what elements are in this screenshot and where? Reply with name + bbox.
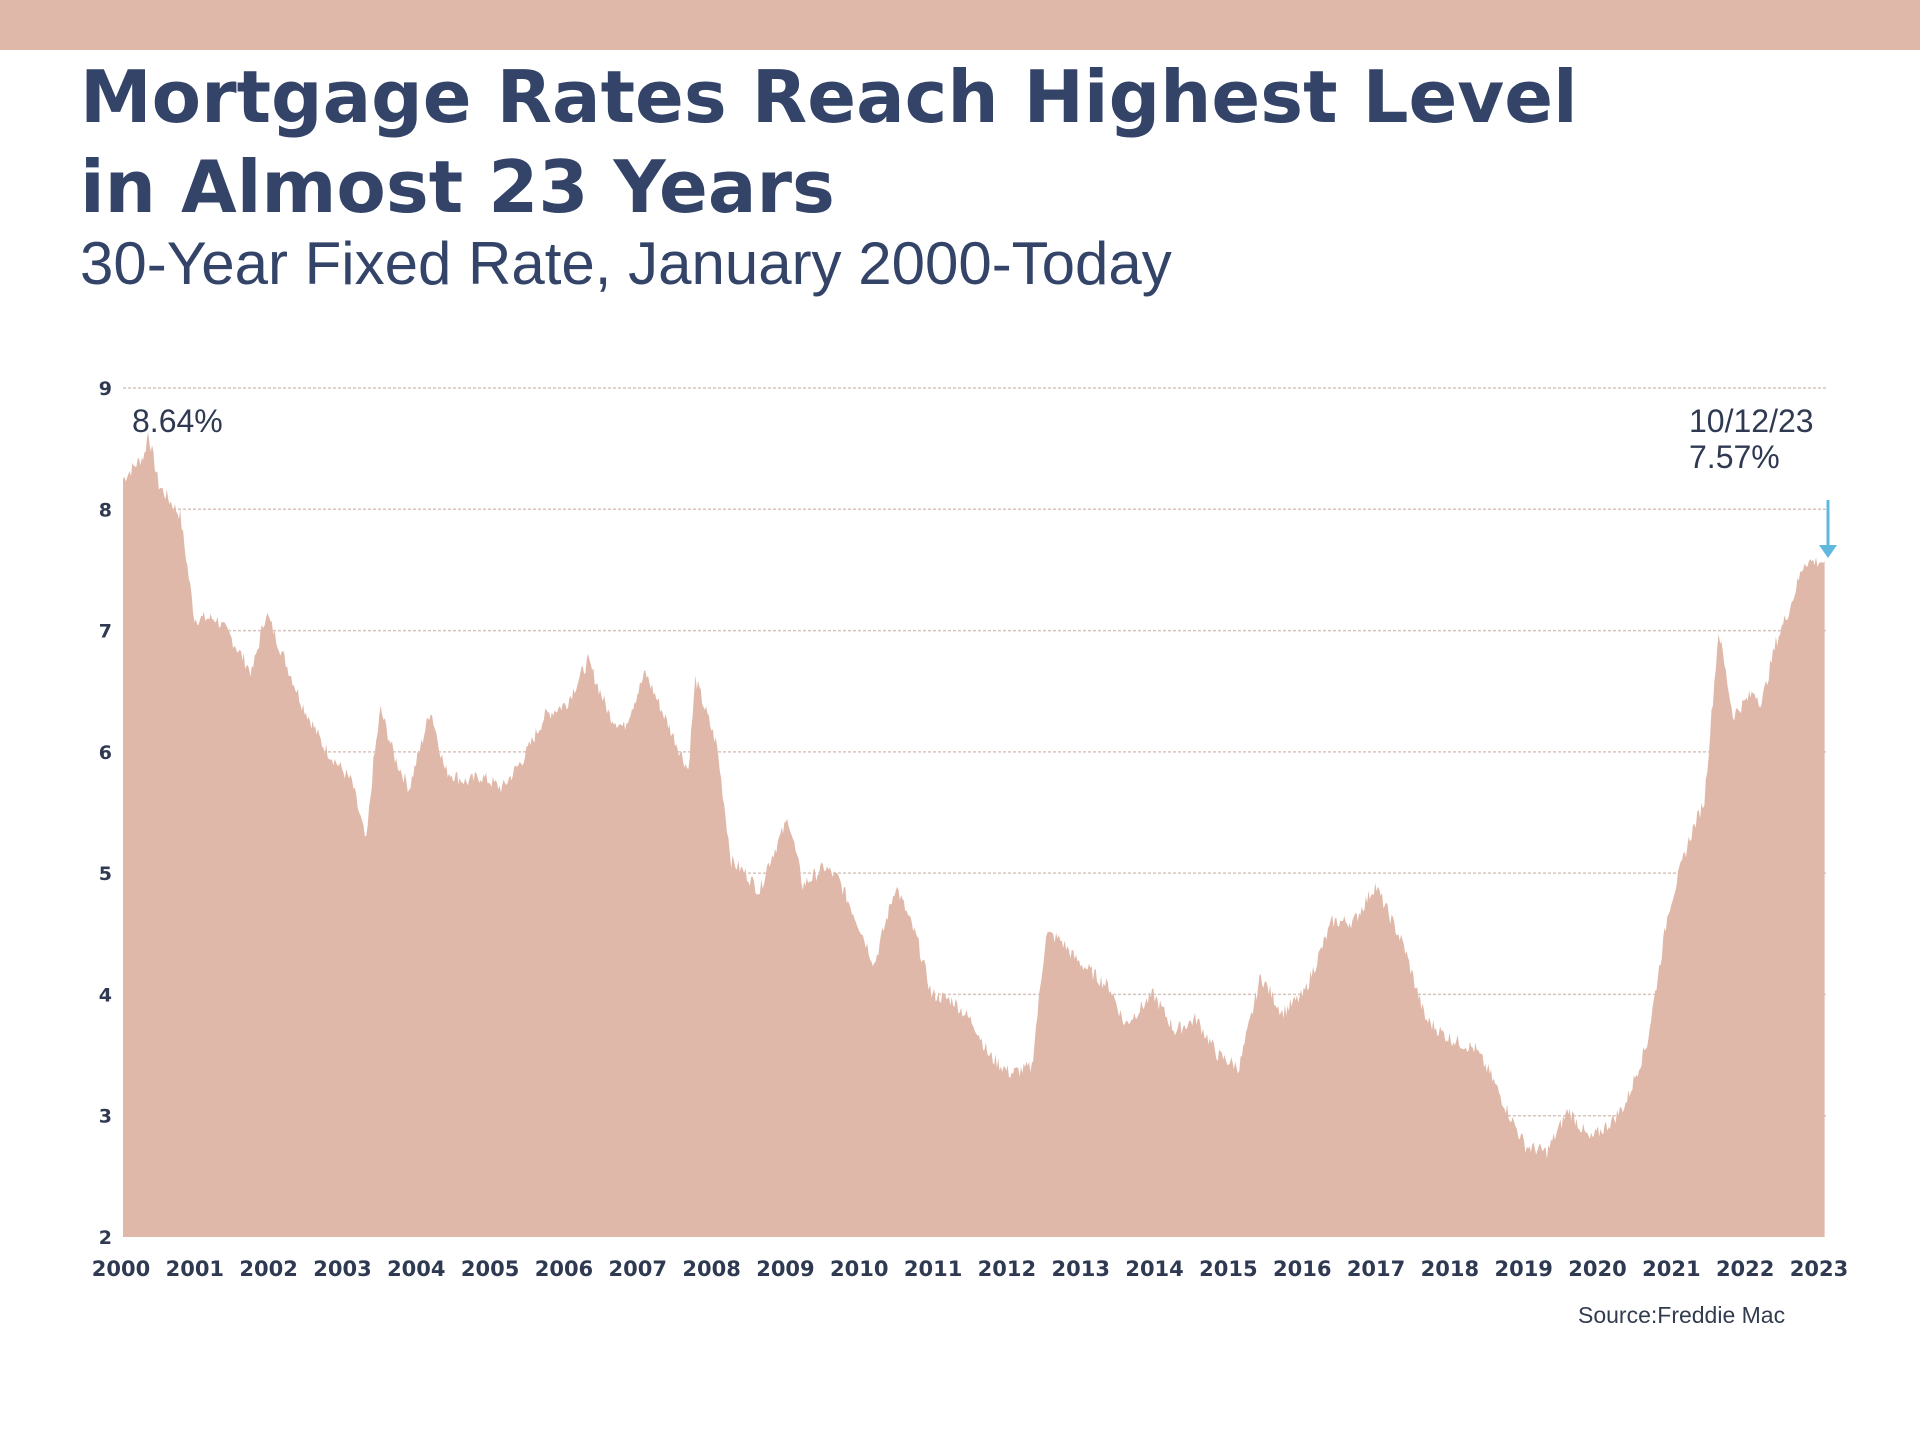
x-tick-label: 2023 <box>1790 1257 1848 1281</box>
x-tick-label: 2009 <box>756 1257 814 1281</box>
x-tick-label: 2004 <box>387 1257 445 1281</box>
y-tick-label: 7 <box>99 621 112 643</box>
x-tick-label: 2002 <box>239 1257 297 1281</box>
chart-title: Mortgage Rates Reach Highest Level in Al… <box>80 52 1840 232</box>
x-tick-label: 2014 <box>1125 1257 1183 1281</box>
source-note: Source:Freddie Mac <box>1578 1302 1786 1328</box>
y-tick-label: 2 <box>99 1227 112 1249</box>
y-tick-label: 6 <box>99 742 112 764</box>
x-tick-label: 2007 <box>609 1257 667 1281</box>
x-tick-label: 2011 <box>904 1257 962 1281</box>
x-axis-ticks: 2000 2001 2002 2003 2004 2005 2006 2007 2008 2009… <box>92 1257 1848 1281</box>
x-tick-label: 2019 <box>1494 1257 1552 1281</box>
x-tick-label: 2017 <box>1347 1257 1405 1281</box>
x-tick-label: 2021 <box>1642 1257 1700 1281</box>
x-tick-label: 2022 <box>1716 1257 1774 1281</box>
x-tick-label: 2008 <box>682 1257 740 1281</box>
title-line-2: in Almost 23 Years <box>80 145 835 229</box>
x-tick-label: 2015 <box>1199 1257 1257 1281</box>
y-tick-label: 9 <box>99 378 112 400</box>
top-color-band <box>0 0 1920 50</box>
x-tick-label: 2010 <box>830 1257 888 1281</box>
y-tick-label: 8 <box>99 499 112 521</box>
y-tick-label: 3 <box>99 1106 112 1128</box>
x-tick-label: 2018 <box>1421 1257 1479 1281</box>
x-tick-label: 2016 <box>1273 1257 1331 1281</box>
x-tick-label: 2005 <box>461 1257 519 1281</box>
x-tick-label: 2000 <box>92 1257 150 1281</box>
x-tick-label: 2020 <box>1568 1257 1626 1281</box>
x-tick-label: 2013 <box>1052 1257 1110 1281</box>
x-tick-label: 2012 <box>978 1257 1036 1281</box>
latest-rate-label: 7.57% <box>1689 439 1780 475</box>
y-tick-label: 4 <box>99 984 112 1006</box>
x-tick-label: 2001 <box>166 1257 224 1281</box>
chart-subtitle: 30-Year Fixed Rate, January 2000-Today <box>80 230 1172 297</box>
title-line-1: Mortgage Rates Reach Highest Level <box>80 55 1578 139</box>
x-tick-label: 2003 <box>313 1257 371 1281</box>
latest-date-label: 10/12/23 <box>1689 403 1814 439</box>
peak-label: 8.64% <box>132 403 223 439</box>
rate-area <box>123 431 1825 1237</box>
annotations: 8.64% 10/12/23 7.57% <box>132 403 1837 558</box>
y-tick-label: 5 <box>99 863 112 885</box>
y-axis-ticks: 2 3 4 5 6 7 8 9 <box>99 378 112 1249</box>
down-arrow-icon <box>1819 500 1837 558</box>
x-tick-label: 2006 <box>535 1257 593 1281</box>
